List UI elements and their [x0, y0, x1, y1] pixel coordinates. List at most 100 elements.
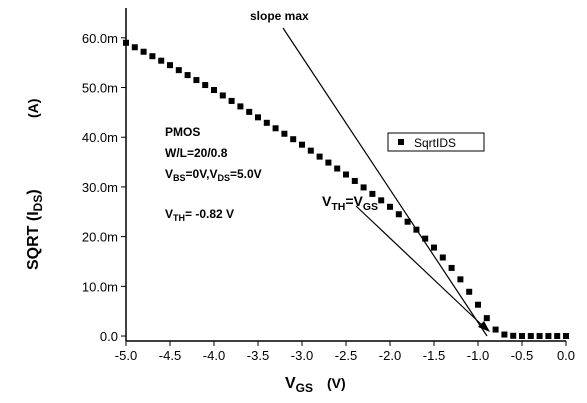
marker: [554, 333, 561, 340]
t: BS: [173, 173, 186, 183]
marker: [202, 82, 209, 89]
marker: [325, 159, 332, 166]
t: =0V,V: [186, 167, 218, 181]
marker: [448, 264, 455, 271]
x-tick-label: -2.0: [379, 348, 401, 363]
arrow-line: [355, 205, 485, 328]
marker: [255, 114, 261, 121]
marker: [175, 67, 182, 74]
marker: [131, 44, 138, 51]
t: SQRT (I: [25, 211, 42, 270]
marker: [211, 87, 217, 94]
marker: [387, 203, 393, 210]
x-tick-label: -0.5: [511, 348, 533, 363]
t: GS: [363, 201, 378, 213]
y-tick-label: 20.0m: [82, 230, 118, 245]
marker: [492, 326, 499, 333]
marker: [299, 141, 305, 148]
marker: [563, 333, 569, 340]
marker: [307, 147, 314, 154]
marker: [219, 92, 226, 99]
t: (V): [327, 375, 346, 391]
marker: [237, 103, 244, 110]
marker: [395, 211, 402, 218]
t: V: [285, 375, 296, 392]
marker: [360, 184, 367, 191]
marker: [457, 276, 464, 283]
x-tick-label: -3.5: [247, 348, 269, 363]
marker: [378, 197, 385, 204]
legend-label: SqrtIDS: [414, 136, 456, 150]
x-tick-label: -4.5: [159, 348, 181, 363]
t: DS: [217, 173, 230, 183]
slope-line: [282, 27, 488, 337]
t: V: [165, 167, 173, 181]
y-label: SQRT (IDS): [25, 189, 45, 270]
marker: [158, 57, 165, 64]
marker: [369, 190, 376, 197]
marker: [545, 333, 552, 340]
marker: [431, 244, 437, 251]
x-tick-label: -5.0: [115, 348, 137, 363]
marker: [246, 108, 253, 115]
t: GS: [296, 381, 313, 395]
arrow-head: [478, 321, 490, 332]
marker: [193, 77, 200, 84]
marker: [343, 171, 349, 178]
marker: [123, 39, 129, 46]
marker: [228, 97, 235, 104]
marker: [422, 235, 429, 242]
y-tick-label: 40.0m: [82, 130, 118, 145]
x-label: VGS (V): [285, 375, 346, 395]
marker: [510, 332, 517, 339]
x-tick-label: 0.0: [557, 348, 575, 363]
marker: [140, 48, 147, 55]
marker: [290, 136, 297, 143]
marker: [263, 119, 270, 126]
t: =V: [345, 193, 363, 209]
legend-box: [387, 132, 485, 152]
x-tick-label: -1.0: [467, 348, 489, 363]
y-tick-label: 30.0m: [82, 180, 118, 195]
marker: [501, 331, 508, 338]
slope-label: slope max: [250, 9, 309, 23]
marker: [413, 226, 420, 233]
y-tick-label: 0.0: [100, 329, 118, 344]
t: ): [25, 189, 42, 194]
device-label: PMOS: [165, 125, 200, 139]
marker: [184, 72, 191, 79]
marker: [149, 53, 156, 60]
vth-eq-label: VTH=VGS: [322, 193, 378, 213]
size-label: W/L=20/0.8: [165, 146, 228, 160]
x-tick-label: -1.5: [423, 348, 445, 363]
t: =5.0V: [230, 167, 262, 181]
y-unit: (A): [25, 99, 41, 118]
marker: [483, 315, 490, 322]
legend-marker: [398, 139, 404, 145]
t: V: [322, 193, 332, 209]
x-tick-label: -3.0: [291, 348, 313, 363]
y-tick-label: 50.0m: [82, 81, 118, 96]
marker: [167, 62, 173, 69]
marker: [272, 125, 279, 132]
marker: [281, 130, 288, 137]
t: DS: [31, 195, 45, 212]
y-tick-label: 10.0m: [82, 279, 118, 294]
x-tick-label: -4.0: [203, 348, 225, 363]
t: TH: [173, 213, 185, 223]
marker: [316, 153, 323, 160]
marker: [527, 333, 534, 340]
marker: [475, 301, 481, 308]
t: TH: [331, 201, 345, 213]
marker: [334, 165, 341, 172]
marker: [404, 218, 411, 225]
marker: [351, 177, 358, 184]
t: V: [165, 207, 173, 221]
marker: [519, 333, 525, 340]
bias-label: VBS=0V,VDS=5.0V: [165, 167, 262, 183]
marker: [466, 288, 473, 295]
t: = -0.82 V: [185, 207, 234, 221]
y-tick-label: 60.0m: [82, 31, 118, 46]
vth-label: VTH= -0.82 V: [165, 207, 234, 223]
marker: [439, 254, 446, 261]
